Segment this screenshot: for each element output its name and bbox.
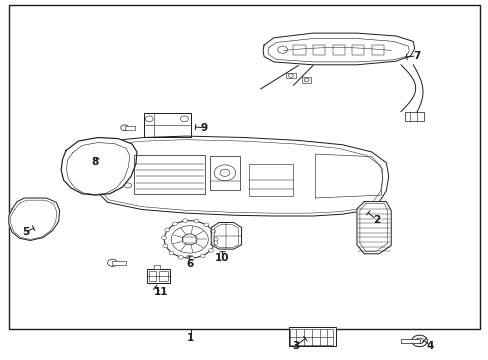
Circle shape <box>182 234 197 245</box>
Polygon shape <box>61 138 137 195</box>
Circle shape <box>169 251 174 255</box>
Circle shape <box>214 165 235 181</box>
Text: 3: 3 <box>292 341 299 351</box>
Bar <box>290 329 333 345</box>
Bar <box>112 261 126 265</box>
Polygon shape <box>356 202 390 254</box>
Bar <box>210 156 239 190</box>
Polygon shape <box>263 33 414 65</box>
Bar <box>400 339 419 343</box>
Bar <box>144 113 190 137</box>
Text: 11: 11 <box>154 287 168 297</box>
Circle shape <box>411 335 427 347</box>
Polygon shape <box>9 198 60 240</box>
Circle shape <box>145 116 153 122</box>
Bar <box>146 269 170 283</box>
Circle shape <box>171 226 208 253</box>
Text: 10: 10 <box>215 253 229 264</box>
Circle shape <box>163 244 167 248</box>
Text: 9: 9 <box>201 123 207 133</box>
Bar <box>134 155 205 194</box>
Circle shape <box>208 248 213 252</box>
Circle shape <box>288 74 293 77</box>
Circle shape <box>178 256 183 259</box>
Circle shape <box>183 219 187 222</box>
Circle shape <box>172 222 177 226</box>
Bar <box>301 77 311 83</box>
Circle shape <box>200 254 205 258</box>
Text: 5: 5 <box>22 227 29 237</box>
Circle shape <box>194 219 199 223</box>
Text: 1: 1 <box>187 333 194 343</box>
Circle shape <box>213 238 218 241</box>
Circle shape <box>415 338 423 344</box>
Bar <box>312 45 325 55</box>
Text: 6: 6 <box>186 258 193 269</box>
Circle shape <box>124 183 131 188</box>
Circle shape <box>180 116 188 122</box>
Bar <box>404 112 424 121</box>
Bar <box>351 45 364 55</box>
Bar <box>148 271 156 281</box>
Circle shape <box>304 78 308 82</box>
Circle shape <box>121 125 128 131</box>
Circle shape <box>107 259 117 266</box>
Bar <box>332 45 344 55</box>
Circle shape <box>189 257 194 260</box>
Bar <box>154 265 160 269</box>
Polygon shape <box>95 136 388 216</box>
Circle shape <box>210 230 215 233</box>
Circle shape <box>164 221 215 258</box>
Bar <box>249 164 293 196</box>
Bar <box>293 45 305 55</box>
Bar <box>124 126 135 130</box>
Circle shape <box>164 228 169 232</box>
Bar <box>285 73 295 78</box>
Text: 8: 8 <box>92 157 99 167</box>
Circle shape <box>161 236 166 239</box>
Text: 2: 2 <box>372 215 379 225</box>
Bar <box>159 271 168 281</box>
Circle shape <box>203 223 208 226</box>
Bar <box>371 45 383 55</box>
Bar <box>288 327 336 346</box>
Polygon shape <box>211 222 241 249</box>
Circle shape <box>220 169 229 176</box>
Circle shape <box>212 241 217 244</box>
Circle shape <box>277 46 287 53</box>
Text: 7: 7 <box>412 51 420 61</box>
Bar <box>183 237 196 243</box>
Text: 4: 4 <box>426 341 433 351</box>
